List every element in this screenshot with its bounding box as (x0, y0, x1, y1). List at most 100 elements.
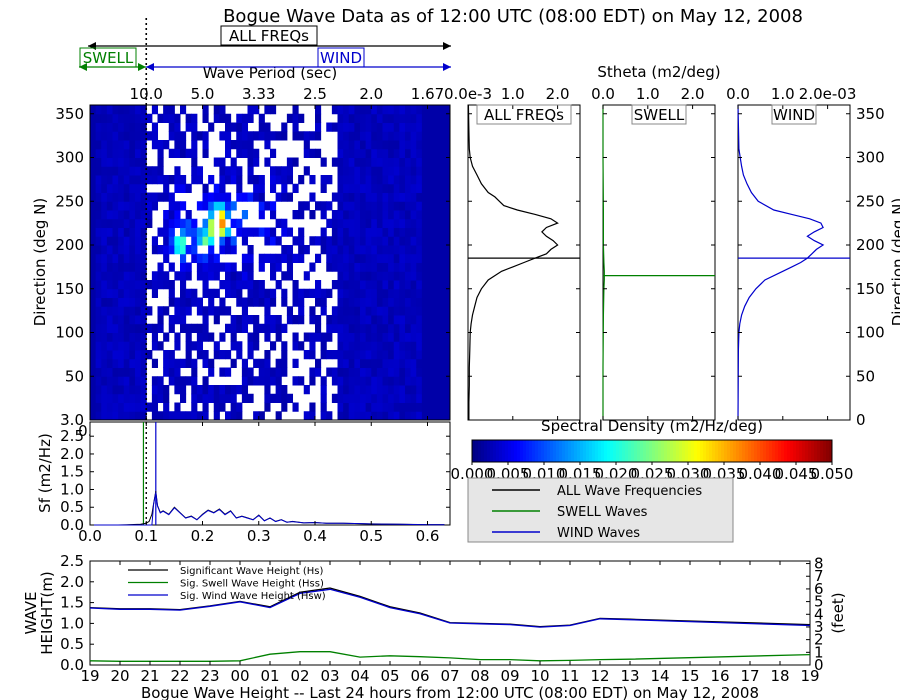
heatmap-cell (191, 323, 198, 333)
heatmap-cell (230, 201, 237, 211)
colorbar-segment (622, 440, 626, 462)
heatmap-cell (163, 113, 170, 123)
heatmap-cell (180, 201, 187, 211)
heatmap-cell (247, 271, 254, 281)
heatmap-cell (371, 218, 378, 228)
heatmap-cell (365, 183, 372, 193)
heatmap-cell (326, 245, 333, 255)
heatmap-cell (174, 306, 181, 316)
wave-height-y2tick-label: 2 (814, 631, 824, 649)
heatmap-cell (101, 166, 108, 176)
heatmap-cell (140, 236, 147, 246)
wind-panel-ytick-label: 100 (856, 324, 885, 342)
heatmap-cell (376, 402, 384, 412)
heatmap-cell (135, 367, 142, 377)
heatmap-cell (326, 315, 333, 325)
colorbar-segment (685, 440, 689, 462)
heatmap-cell (343, 140, 350, 150)
heatmap-cell (129, 166, 136, 176)
heatmap-cell (326, 367, 333, 377)
heatmap-cell (421, 236, 428, 246)
heatmap-cell (258, 376, 265, 386)
heatmap-cell (438, 367, 445, 377)
heatmap-cell (433, 271, 440, 281)
heatmap-cell (343, 201, 350, 211)
heatmap-cell (253, 131, 260, 141)
heatmap-cell (140, 280, 147, 290)
stheta-swell-xtick-label: 1.0 (636, 85, 660, 103)
heatmap-cell (382, 411, 389, 421)
colorbar-segment (502, 440, 506, 462)
heatmap-cell (388, 411, 395, 421)
heatmap-cell (416, 105, 423, 115)
heatmap-cell (118, 157, 125, 167)
heatmap-cell (247, 376, 254, 386)
heatmap-cell (146, 323, 153, 333)
heatmap-cell (90, 262, 97, 272)
heatmap-cell (360, 175, 367, 185)
heatmap-cell (123, 166, 130, 176)
heatmap-cell (360, 166, 367, 176)
heatmap-cell (337, 262, 344, 272)
heatmap-cell (213, 157, 220, 167)
heatmap-cell (118, 227, 125, 237)
colorbar-segment (544, 440, 548, 462)
colorbar-segment (703, 440, 707, 462)
heatmap-cell (106, 192, 114, 202)
heatmap-cell (101, 358, 108, 368)
heatmap-cell (219, 306, 226, 316)
heatmap-cell (337, 105, 344, 115)
heatmap-cell (129, 175, 136, 185)
heatmap-cell (331, 236, 339, 246)
heatmap-cell (320, 402, 327, 412)
heatmap-cell (185, 245, 192, 255)
heatmap-cell (140, 218, 147, 228)
heatmap-cell (433, 315, 440, 325)
heatmap-cell (219, 297, 226, 307)
heatmap-cell (421, 157, 428, 167)
heatmap-cell (241, 367, 249, 377)
heatmap-cell (427, 245, 434, 255)
heatmap-cell (101, 385, 108, 395)
heatmap-cell (292, 105, 299, 115)
heatmap-cell (444, 227, 451, 237)
heatmap-cell (303, 245, 310, 255)
heatmap-cell (382, 105, 389, 115)
heatmap-cell (225, 280, 232, 290)
heatmap-cell (123, 253, 130, 263)
heatmap-cell (410, 122, 417, 132)
colorbar-tick-label: 0.050 (811, 465, 854, 483)
heatmap-cell (416, 350, 423, 360)
freq-ytick-label: 0.5 (60, 498, 84, 516)
colorbar-segment (511, 440, 515, 462)
heatmap-cell (219, 105, 226, 115)
heatmap-cell (416, 122, 423, 132)
heatmap-cell (135, 350, 142, 360)
heatmap-cell (225, 210, 232, 220)
heatmap-cell (393, 245, 400, 255)
legend-label: ALL Wave Frequencies (557, 484, 702, 499)
heatmap-cell (118, 332, 125, 342)
heatmap-cell (343, 218, 350, 228)
heatmap-cell (343, 306, 350, 316)
wave-height-xtick-label: 09 (500, 667, 519, 685)
heatmap-cell (292, 236, 299, 246)
heatmap-cell (427, 402, 434, 412)
heatmap-cell (438, 201, 445, 211)
heatmap-cell (191, 288, 198, 298)
heatmap-cell (264, 140, 271, 150)
stheta-all-title: ALL FREQs (484, 106, 564, 124)
heatmap-cell (354, 140, 361, 150)
heatmap-cell (129, 411, 136, 421)
heatmap-cell (95, 210, 102, 220)
heatmap-cell (365, 140, 372, 150)
heatmap-cell (191, 227, 198, 237)
wave-height-ylabel-line1: WAVE (22, 591, 40, 634)
heatmap-frame (89, 104, 451, 421)
heatmap-cell (241, 297, 249, 307)
heatmap-cell (264, 122, 271, 132)
heatmap-cell (421, 262, 428, 272)
heatmap-cell (101, 262, 108, 272)
heatmap-cell (101, 148, 108, 158)
heatmap-cell (444, 271, 451, 281)
